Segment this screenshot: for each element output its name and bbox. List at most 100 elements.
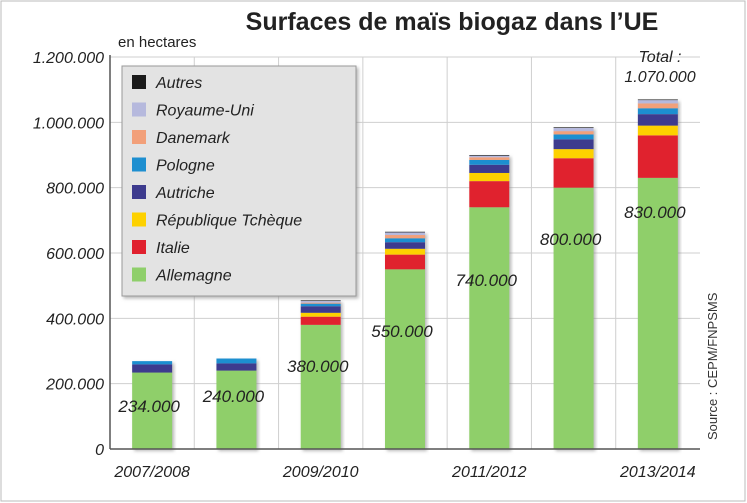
bar-segment — [300, 301, 341, 303]
legend-label: Allemagne — [155, 268, 232, 285]
bar-segment — [300, 300, 341, 302]
source-note: Source : CEPM/FNPSMS — [705, 292, 720, 440]
bar-stack — [132, 361, 173, 449]
legend-swatch — [132, 75, 146, 89]
bar-segment — [300, 306, 341, 313]
bars-group — [132, 99, 678, 449]
bar-segment — [300, 312, 341, 317]
bar-value-label: 740.000 — [456, 271, 518, 290]
bar-segment — [216, 370, 257, 449]
bar-segment — [553, 139, 594, 150]
bar-segment — [132, 372, 173, 449]
bar-segment — [553, 187, 594, 449]
legend-label: Pologne — [156, 158, 215, 175]
legend-box — [121, 65, 357, 297]
bar-value-label: 240.000 — [202, 387, 265, 406]
bar-segment — [469, 159, 510, 165]
chart-title: Surfaces de maïs biogaz dans l’UE — [246, 8, 659, 36]
bar-segment — [553, 127, 594, 128]
bar-segment — [469, 157, 510, 160]
legend-swatch — [132, 130, 146, 144]
y-tick-label: 1.200.000 — [33, 50, 104, 67]
bar-segment — [216, 358, 257, 364]
legend-label: République Tchèque — [156, 213, 302, 230]
bar-segment — [300, 324, 341, 449]
bar-segment — [469, 155, 510, 158]
bar-value-label: 550.000 — [371, 322, 433, 341]
y-tick-label: 800.000 — [46, 181, 104, 198]
bar-segment — [385, 242, 425, 249]
total-value: 1.070.000 — [624, 69, 695, 86]
bar-value-label: 800.000 — [540, 230, 602, 249]
legend-swatch — [132, 185, 146, 199]
legend-label: Autres — [155, 75, 202, 92]
bar-segment — [385, 232, 425, 236]
bar-segment — [637, 114, 678, 126]
bar-value-labels: 234.000 240.000 380.000 550.000 740.000 800.0… — [117, 203, 686, 416]
bar-segment — [553, 131, 594, 135]
bar-segment — [385, 238, 425, 243]
legend-swatch — [132, 157, 146, 172]
legend-label: Danemark — [156, 130, 231, 147]
y-tick-label: 600.000 — [46, 246, 104, 263]
bar-segment — [637, 103, 678, 109]
bar-segment — [385, 235, 425, 239]
bar-segment — [469, 164, 510, 173]
y-tick-label: 200.000 — [45, 377, 104, 394]
legend-swatch — [132, 267, 146, 282]
bar-stack — [300, 300, 341, 449]
bar-stack — [216, 358, 257, 449]
bar-value-label: 380.000 — [287, 357, 349, 376]
x-tick-label: 2007/2008 — [113, 464, 190, 481]
bar-segment — [216, 363, 257, 371]
bar-value-label: 234.000 — [117, 397, 180, 416]
legend-swatch — [132, 212, 146, 227]
x-axis-ticks: 2007/2008 2009/2010 2011/2012 2013/2014 — [113, 464, 695, 481]
bar-segment — [637, 108, 678, 115]
bar-segment — [469, 181, 510, 208]
y-tick-label: 400.000 — [46, 311, 104, 328]
bar-segment — [300, 302, 341, 304]
bar-segment — [553, 149, 594, 159]
bar-segment — [469, 172, 510, 182]
legend-swatch — [132, 240, 146, 254]
bar-segment — [637, 99, 678, 101]
y-axis-ticks: 0 200.000 400.000 600.000 800.000 1.000.000 1.… — [33, 50, 104, 459]
legend-swatch — [132, 102, 146, 117]
bar-value-label: 830.000 — [624, 203, 686, 222]
bar-stack — [469, 155, 510, 449]
bar-stack — [385, 231, 425, 449]
bar-segment — [300, 303, 341, 307]
legend-label: Italie — [156, 240, 190, 257]
bar-segment — [132, 361, 173, 365]
bar-segment — [385, 231, 425, 233]
bar-segment — [553, 134, 594, 140]
x-tick-label: 2009/2010 — [282, 464, 359, 481]
legend-label: Royaume-Uni — [156, 103, 254, 120]
bar-segment — [637, 135, 678, 178]
bar-segment — [553, 127, 594, 132]
x-tick-label: 2013/2014 — [619, 464, 696, 481]
bar-segment — [553, 158, 594, 188]
bar-segment — [132, 364, 173, 373]
axes-group — [109, 55, 700, 450]
legend: Autres Royaume-Uni Danemark Pologne Autriche… — [121, 65, 357, 297]
bar-segment — [637, 177, 678, 449]
bar-segment — [300, 316, 341, 325]
bar-segment — [469, 207, 510, 449]
x-tick-label: 2011/2012 — [451, 464, 527, 481]
bar-segment — [469, 155, 510, 156]
bar-stack — [637, 99, 678, 449]
legend-label: Autriche — [155, 185, 215, 202]
bar-segment — [385, 254, 425, 270]
bar-segment — [637, 125, 678, 136]
unit-label: en hectares — [118, 34, 196, 51]
y-tick-label: 0 — [95, 442, 104, 459]
total-label: Total : — [639, 49, 682, 66]
bar-segment — [385, 248, 425, 255]
bar-segment — [637, 100, 678, 104]
y-tick-label: 1.000.000 — [33, 115, 104, 132]
